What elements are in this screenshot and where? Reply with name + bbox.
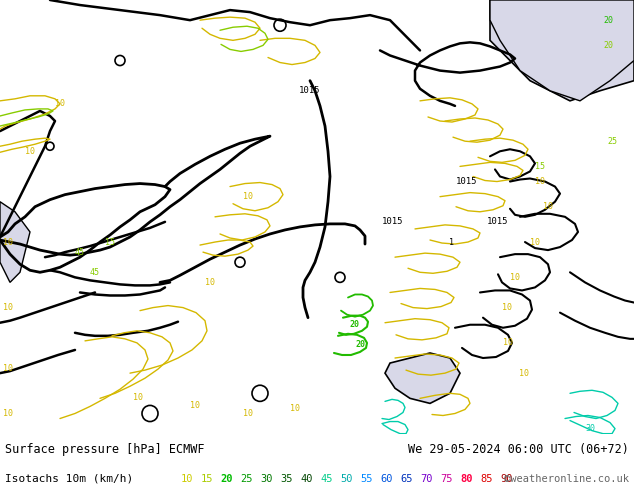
Text: 25: 25 (607, 137, 617, 146)
Text: 20: 20 (350, 320, 360, 329)
Text: 10: 10 (3, 409, 13, 418)
Text: 10: 10 (181, 474, 193, 484)
Text: 15: 15 (105, 238, 115, 246)
Text: 10: 10 (290, 404, 300, 413)
Text: 10: 10 (190, 401, 200, 410)
Text: 20: 20 (221, 474, 233, 484)
Text: 20: 20 (603, 16, 613, 24)
Text: 10: 10 (3, 364, 13, 372)
Text: Surface pressure [hPa] ECMWF: Surface pressure [hPa] ECMWF (5, 443, 205, 456)
Text: 90: 90 (500, 474, 512, 484)
Text: 1: 1 (450, 238, 455, 246)
Text: 1015: 1015 (299, 86, 321, 95)
Text: 55: 55 (360, 474, 373, 484)
Text: 20: 20 (355, 341, 365, 349)
Text: 45: 45 (90, 268, 100, 277)
Text: 45: 45 (320, 474, 333, 484)
Text: 65: 65 (400, 474, 413, 484)
Text: 10: 10 (519, 368, 529, 378)
Text: 30: 30 (585, 424, 595, 433)
Text: 10: 10 (3, 303, 13, 312)
Text: 10: 10 (205, 278, 215, 287)
Text: 10: 10 (55, 99, 65, 108)
Text: 10: 10 (133, 393, 143, 402)
Text: 10: 10 (503, 339, 513, 347)
Text: 60: 60 (380, 474, 392, 484)
Text: 80: 80 (460, 474, 472, 484)
Polygon shape (510, 0, 634, 30)
Text: 1015: 1015 (488, 218, 508, 226)
Text: 10: 10 (3, 238, 13, 246)
Polygon shape (490, 0, 634, 101)
Text: 10: 10 (25, 147, 35, 156)
Text: 10: 10 (510, 273, 520, 282)
Text: We 29-05-2024 06:00 UTC (06+72): We 29-05-2024 06:00 UTC (06+72) (408, 443, 629, 456)
Text: 10: 10 (535, 177, 545, 186)
Text: 15: 15 (535, 162, 545, 171)
Text: 10: 10 (502, 303, 512, 312)
Text: 35: 35 (280, 474, 293, 484)
Text: Isotachs 10m (km/h): Isotachs 10m (km/h) (5, 474, 133, 484)
Text: 30: 30 (261, 474, 273, 484)
Text: 85: 85 (480, 474, 493, 484)
Text: ©weatheronline.co.uk: ©weatheronline.co.uk (504, 474, 629, 484)
Text: 40: 40 (301, 474, 313, 484)
Text: 10: 10 (543, 202, 553, 211)
Polygon shape (490, 0, 634, 101)
Text: 75: 75 (440, 474, 453, 484)
Text: 25: 25 (240, 474, 253, 484)
Text: 1015: 1015 (456, 177, 478, 186)
Text: 10: 10 (243, 192, 253, 201)
Text: 10: 10 (530, 238, 540, 246)
Text: 1015: 1015 (382, 218, 404, 226)
Text: 10: 10 (243, 409, 253, 418)
Text: 20: 20 (603, 41, 613, 50)
Text: 15: 15 (200, 474, 213, 484)
Polygon shape (0, 202, 30, 282)
Text: 50: 50 (340, 474, 353, 484)
Polygon shape (385, 353, 460, 403)
Text: 45: 45 (75, 247, 85, 257)
Text: 70: 70 (420, 474, 432, 484)
